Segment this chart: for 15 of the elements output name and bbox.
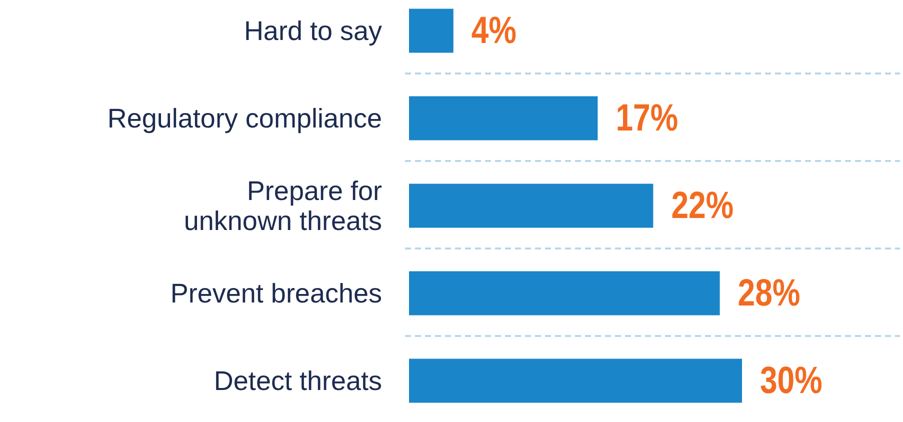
data-label: 17% (616, 97, 678, 140)
y-tick-label: Prepare for unknown threats (184, 176, 382, 236)
bar (409, 96, 598, 140)
y-tick-label: Regulatory compliance (107, 103, 382, 134)
y-tick-label: Hard to say (244, 16, 382, 46)
bar (409, 358, 742, 403)
bar (409, 184, 654, 228)
data-label: 22% (671, 184, 734, 227)
data-label: 4% (471, 10, 516, 52)
data-label: 28% (738, 272, 800, 314)
y-tick-label: Prevent breaches (170, 278, 382, 308)
bar (409, 8, 454, 53)
data-label: 30% (760, 360, 822, 402)
bar (409, 271, 720, 316)
y-tick-label: Detect threats (214, 366, 382, 396)
